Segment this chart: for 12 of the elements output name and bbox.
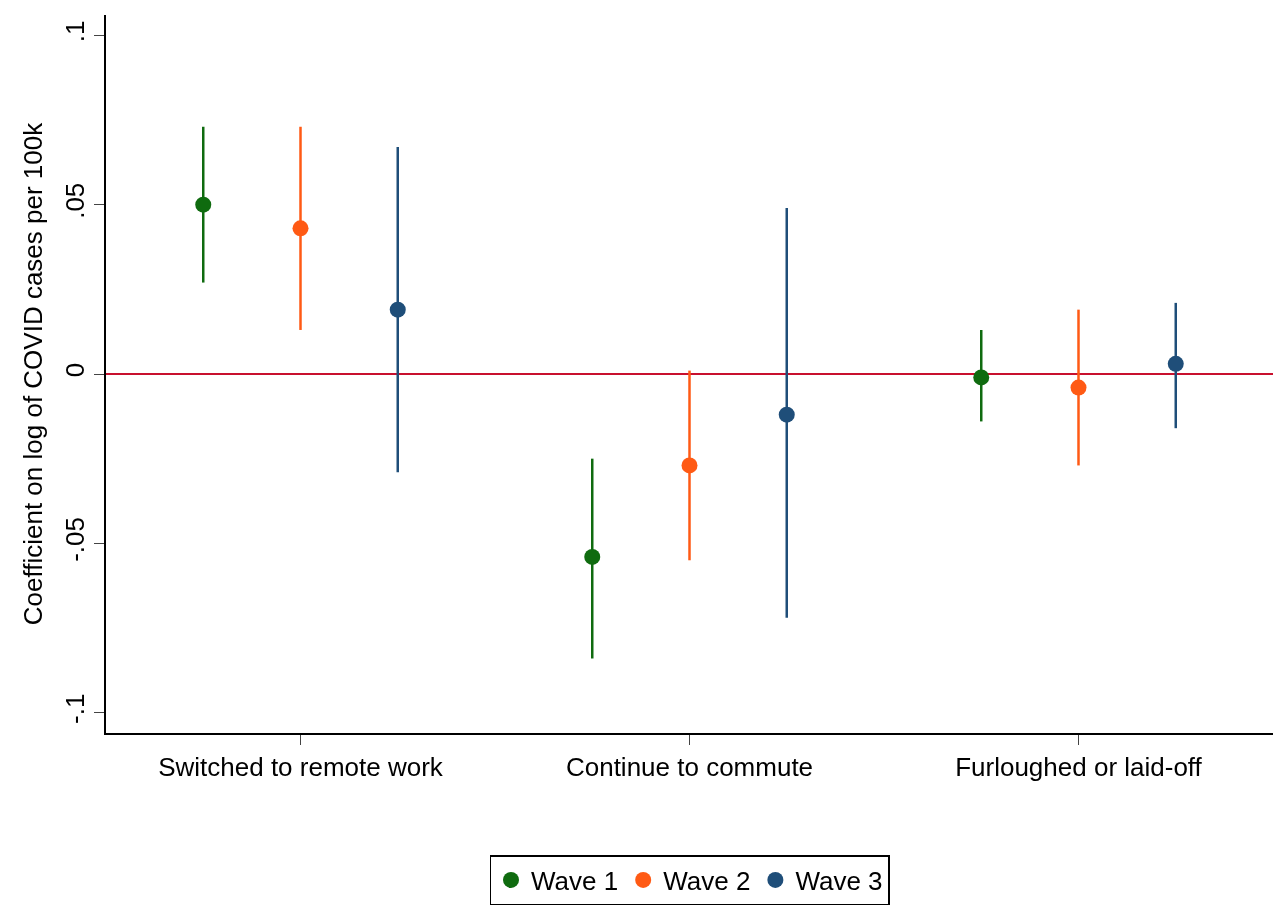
x-tick-label: Furloughed or laid-off <box>955 751 1203 782</box>
legend-label: Wave 1 <box>531 866 619 897</box>
y-tick-label: -.05 <box>59 517 90 562</box>
y-axis-title: Coefficient on log of COVID cases per 100k <box>17 121 48 626</box>
y-tick-label: .05 <box>59 182 90 219</box>
legend-label: Wave 2 <box>663 866 751 897</box>
y-tick-label: .1 <box>59 20 90 43</box>
x-tick-label: Continue to commute <box>565 751 814 782</box>
x-tick-label: Switched to remote work <box>158 751 444 782</box>
y-tick-label: 0 <box>59 362 90 378</box>
y-tick-label: -.1 <box>59 693 90 724</box>
legend-label: Wave 3 <box>795 866 883 897</box>
